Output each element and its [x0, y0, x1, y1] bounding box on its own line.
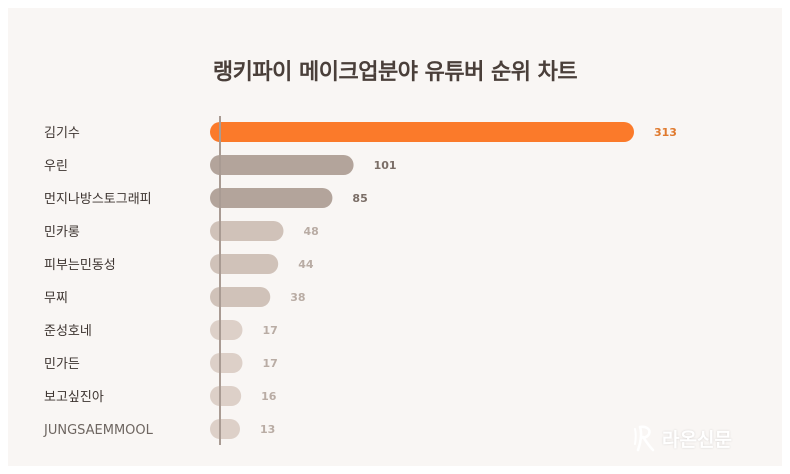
bar	[210, 419, 240, 439]
bar	[210, 155, 354, 175]
category-label: 우린	[44, 159, 68, 174]
logo-text: 라온신문	[662, 428, 732, 451]
value-label: 85	[352, 192, 367, 205]
value-label: 48	[303, 225, 318, 238]
bar	[210, 386, 242, 406]
value-label: 17	[262, 357, 277, 370]
category-label: 민카롱	[44, 225, 80, 240]
brand-logo: 라온신문	[632, 424, 732, 452]
chart-title: 랭키파이 메이크업분야 유튜버 순위 차트	[212, 60, 578, 85]
value-label: 313	[654, 126, 677, 139]
bar	[210, 122, 634, 142]
bar	[210, 287, 271, 307]
chart-card	[8, 8, 782, 466]
bar	[210, 254, 279, 274]
category-label: 민가든	[44, 357, 80, 372]
bar	[210, 221, 284, 241]
value-label: 101	[374, 159, 397, 172]
bar	[210, 320, 243, 340]
category-label: 피부는민동성	[44, 258, 116, 273]
category-label: 준성호네	[44, 324, 92, 339]
value-label: 16	[261, 390, 277, 403]
logo-mark-icon	[634, 425, 655, 452]
category-label: 먼지나방스토그래피	[44, 192, 152, 207]
bar	[210, 353, 243, 373]
category-label: JUNGSAEMMOOL	[43, 423, 154, 438]
value-label: 44	[298, 258, 314, 271]
value-label: 17	[262, 324, 277, 337]
value-label: 13	[260, 423, 275, 436]
category-label: 김기수	[44, 126, 80, 141]
value-label: 38	[290, 291, 305, 304]
category-label: 보고싶진아	[44, 390, 104, 405]
bar	[210, 188, 333, 208]
category-label: 무찌	[44, 291, 68, 306]
